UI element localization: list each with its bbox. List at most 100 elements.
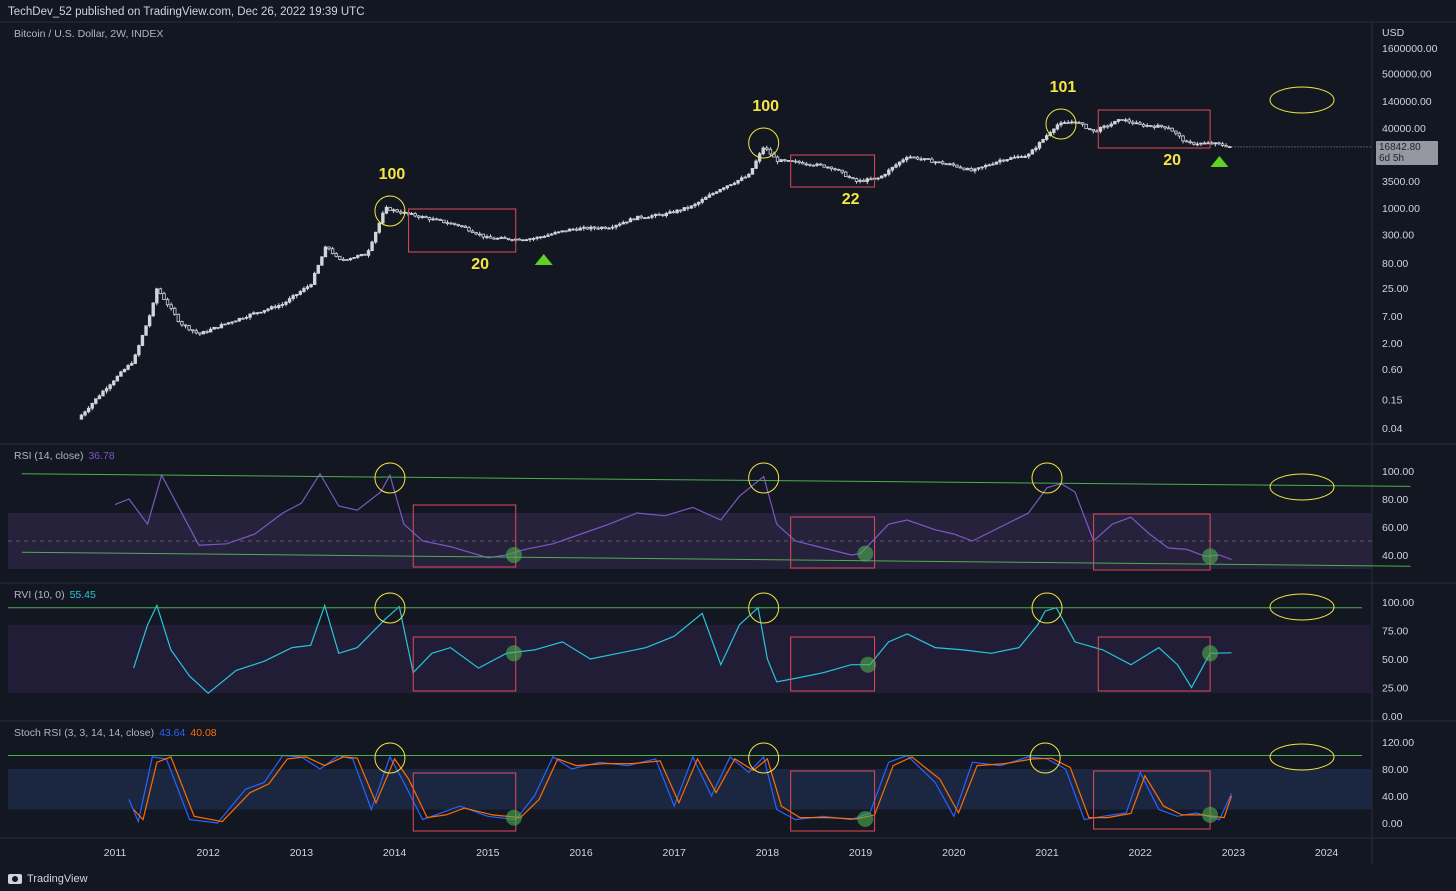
candle-body [897,161,902,166]
candle-body [295,293,299,296]
candle-body [90,402,94,409]
candle-body [94,398,98,404]
range-box [790,516,876,569]
candle-body [298,291,303,295]
rsi-trendline [21,473,1411,487]
time-axis-label: 2011 [104,847,127,859]
candle-body [226,322,231,325]
candle-body [876,177,880,180]
candle-body [442,219,446,224]
range-box [408,208,517,253]
candle-body [905,157,909,161]
candle-body [1220,143,1225,146]
candle-body [779,159,783,163]
y-axis-label: 25.00 [1382,683,1408,695]
candle-body [434,218,439,221]
range-box [1097,636,1211,692]
candle-body [930,158,934,163]
candle-body [1077,122,1081,124]
candle-body [1009,157,1013,160]
cycle-label: 100 [752,98,779,115]
target-ellipse [1269,743,1335,771]
candle-body [492,237,496,240]
time-axis-label: 2018 [756,847,780,859]
candle-body [998,159,1002,163]
candle-body [650,215,654,218]
candle-body [234,320,238,323]
candle-body [919,158,923,161]
candle-body [1012,156,1017,159]
up-arrow-icon [534,254,553,265]
candle-body [158,288,163,294]
footer: TradingView [8,873,88,885]
rsi-trendline [21,551,1411,567]
candle-body [894,164,898,168]
candle-body [736,179,740,184]
candle-body [97,395,102,400]
candle-body [689,205,694,209]
candle-body [140,334,145,346]
candle-body [1177,132,1182,137]
candle-body [556,231,561,234]
candle-body [879,175,884,179]
symbol-title: Bitcoin / U.S. Dollar, 2W, INDEX [14,28,164,40]
candle-body [693,203,697,207]
candle-body [449,222,453,225]
candle-body [725,185,730,189]
candle-body [700,199,704,203]
candle-body [976,167,981,170]
candle-body [510,239,514,241]
candle-body [851,176,855,180]
candle-body [356,255,360,258]
tradingview-logo-icon [8,874,22,884]
candle-body [1034,147,1038,151]
y-axis-label: 100.00 [1382,466,1414,478]
candle-body [338,255,342,260]
candle-body [291,295,295,300]
candle-body [266,308,270,311]
candle-body [1001,159,1006,162]
candle-body [212,326,216,330]
candle-body [1120,119,1124,121]
y-axis-label: 0.04 [1382,423,1403,435]
candle-body [808,163,812,166]
candle-body [1005,159,1009,162]
candle-body [104,388,109,392]
candle-body [549,233,554,236]
cycle-label: 101 [1050,79,1077,96]
highlight-circle [1031,462,1063,494]
candle-body [348,258,353,261]
candle-body [417,215,421,218]
candle-body [901,159,905,163]
candle-body [890,166,895,171]
candle-body [413,213,417,217]
candle-body [589,226,593,230]
price-tag: 16842.80 6d 5h [1376,141,1438,165]
candle-body [341,258,346,261]
y-axis-label: 80.00 [1382,764,1408,776]
candle-body [1159,124,1164,128]
candle-body [495,237,500,240]
candle-body [406,211,410,215]
range-label: 20 [1163,152,1181,169]
signal-dot [505,645,522,662]
candle-body [553,232,557,235]
target-ellipse [1269,473,1335,501]
stoch-d-line [133,756,1233,823]
candle-body [754,160,758,169]
candle-body [302,288,306,292]
candle-body [1141,123,1146,127]
candle-body [564,230,568,233]
y-axis-label: 50.00 [1382,654,1408,666]
candle-body [1199,142,1203,145]
candle-body [571,228,575,231]
candle-body [567,228,572,232]
highlight-circle [748,127,780,159]
candle-body [323,246,328,258]
up-arrow-icon [1210,156,1229,167]
range-box [1097,109,1211,149]
candle-body [456,224,460,227]
target-ellipse [1269,86,1335,114]
candle-body [1181,135,1185,142]
